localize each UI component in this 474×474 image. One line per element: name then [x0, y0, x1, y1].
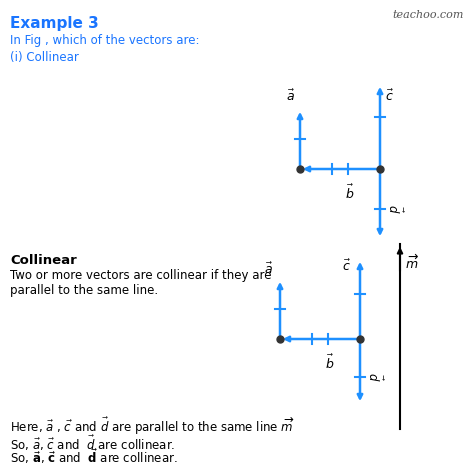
Text: teachoo.com: teachoo.com [392, 10, 464, 20]
Text: $\vec{a}$: $\vec{a}$ [286, 89, 295, 104]
Text: $\vec{d}$: $\vec{d}$ [365, 372, 383, 381]
Text: In Fig , which of the vectors are:: In Fig , which of the vectors are: [10, 34, 200, 47]
Text: Two or more vectors are collinear if they are: Two or more vectors are collinear if the… [10, 269, 272, 282]
Text: Collinear: Collinear [10, 254, 77, 267]
Text: Example 3: Example 3 [10, 16, 99, 31]
Text: $\vec{d}$: $\vec{d}$ [385, 204, 403, 214]
Text: So, $\vec{a}$, $\vec{c}$ and  $\vec{d}$ are collinear.: So, $\vec{a}$, $\vec{c}$ and $\vec{d}$ a… [10, 434, 175, 453]
Text: $\vec{b}$: $\vec{b}$ [325, 354, 335, 372]
Text: $\vec{c}$: $\vec{c}$ [385, 89, 394, 104]
Text: (i) Collinear: (i) Collinear [10, 51, 79, 64]
Text: $\vec{c}$: $\vec{c}$ [342, 259, 351, 274]
Text: Here, $\vec{a}$ , $\vec{c}$ and $\vec{d}$ are parallel to the same line $\overri: Here, $\vec{a}$ , $\vec{c}$ and $\vec{d}… [10, 416, 294, 437]
Text: $\vec{a}$: $\vec{a}$ [264, 262, 273, 277]
Text: $\vec{b}$: $\vec{b}$ [345, 184, 355, 202]
Text: parallel to the same line.: parallel to the same line. [10, 284, 158, 297]
Text: $\overrightarrow{m}$: $\overrightarrow{m}$ [405, 254, 419, 272]
Text: So, $\mathbf{\vec{a}}$, $\mathbf{\vec{c}}$ and  $\mathbf{\vec{d}}$ are collinear: So, $\mathbf{\vec{a}}$, $\mathbf{\vec{c}… [10, 447, 178, 466]
